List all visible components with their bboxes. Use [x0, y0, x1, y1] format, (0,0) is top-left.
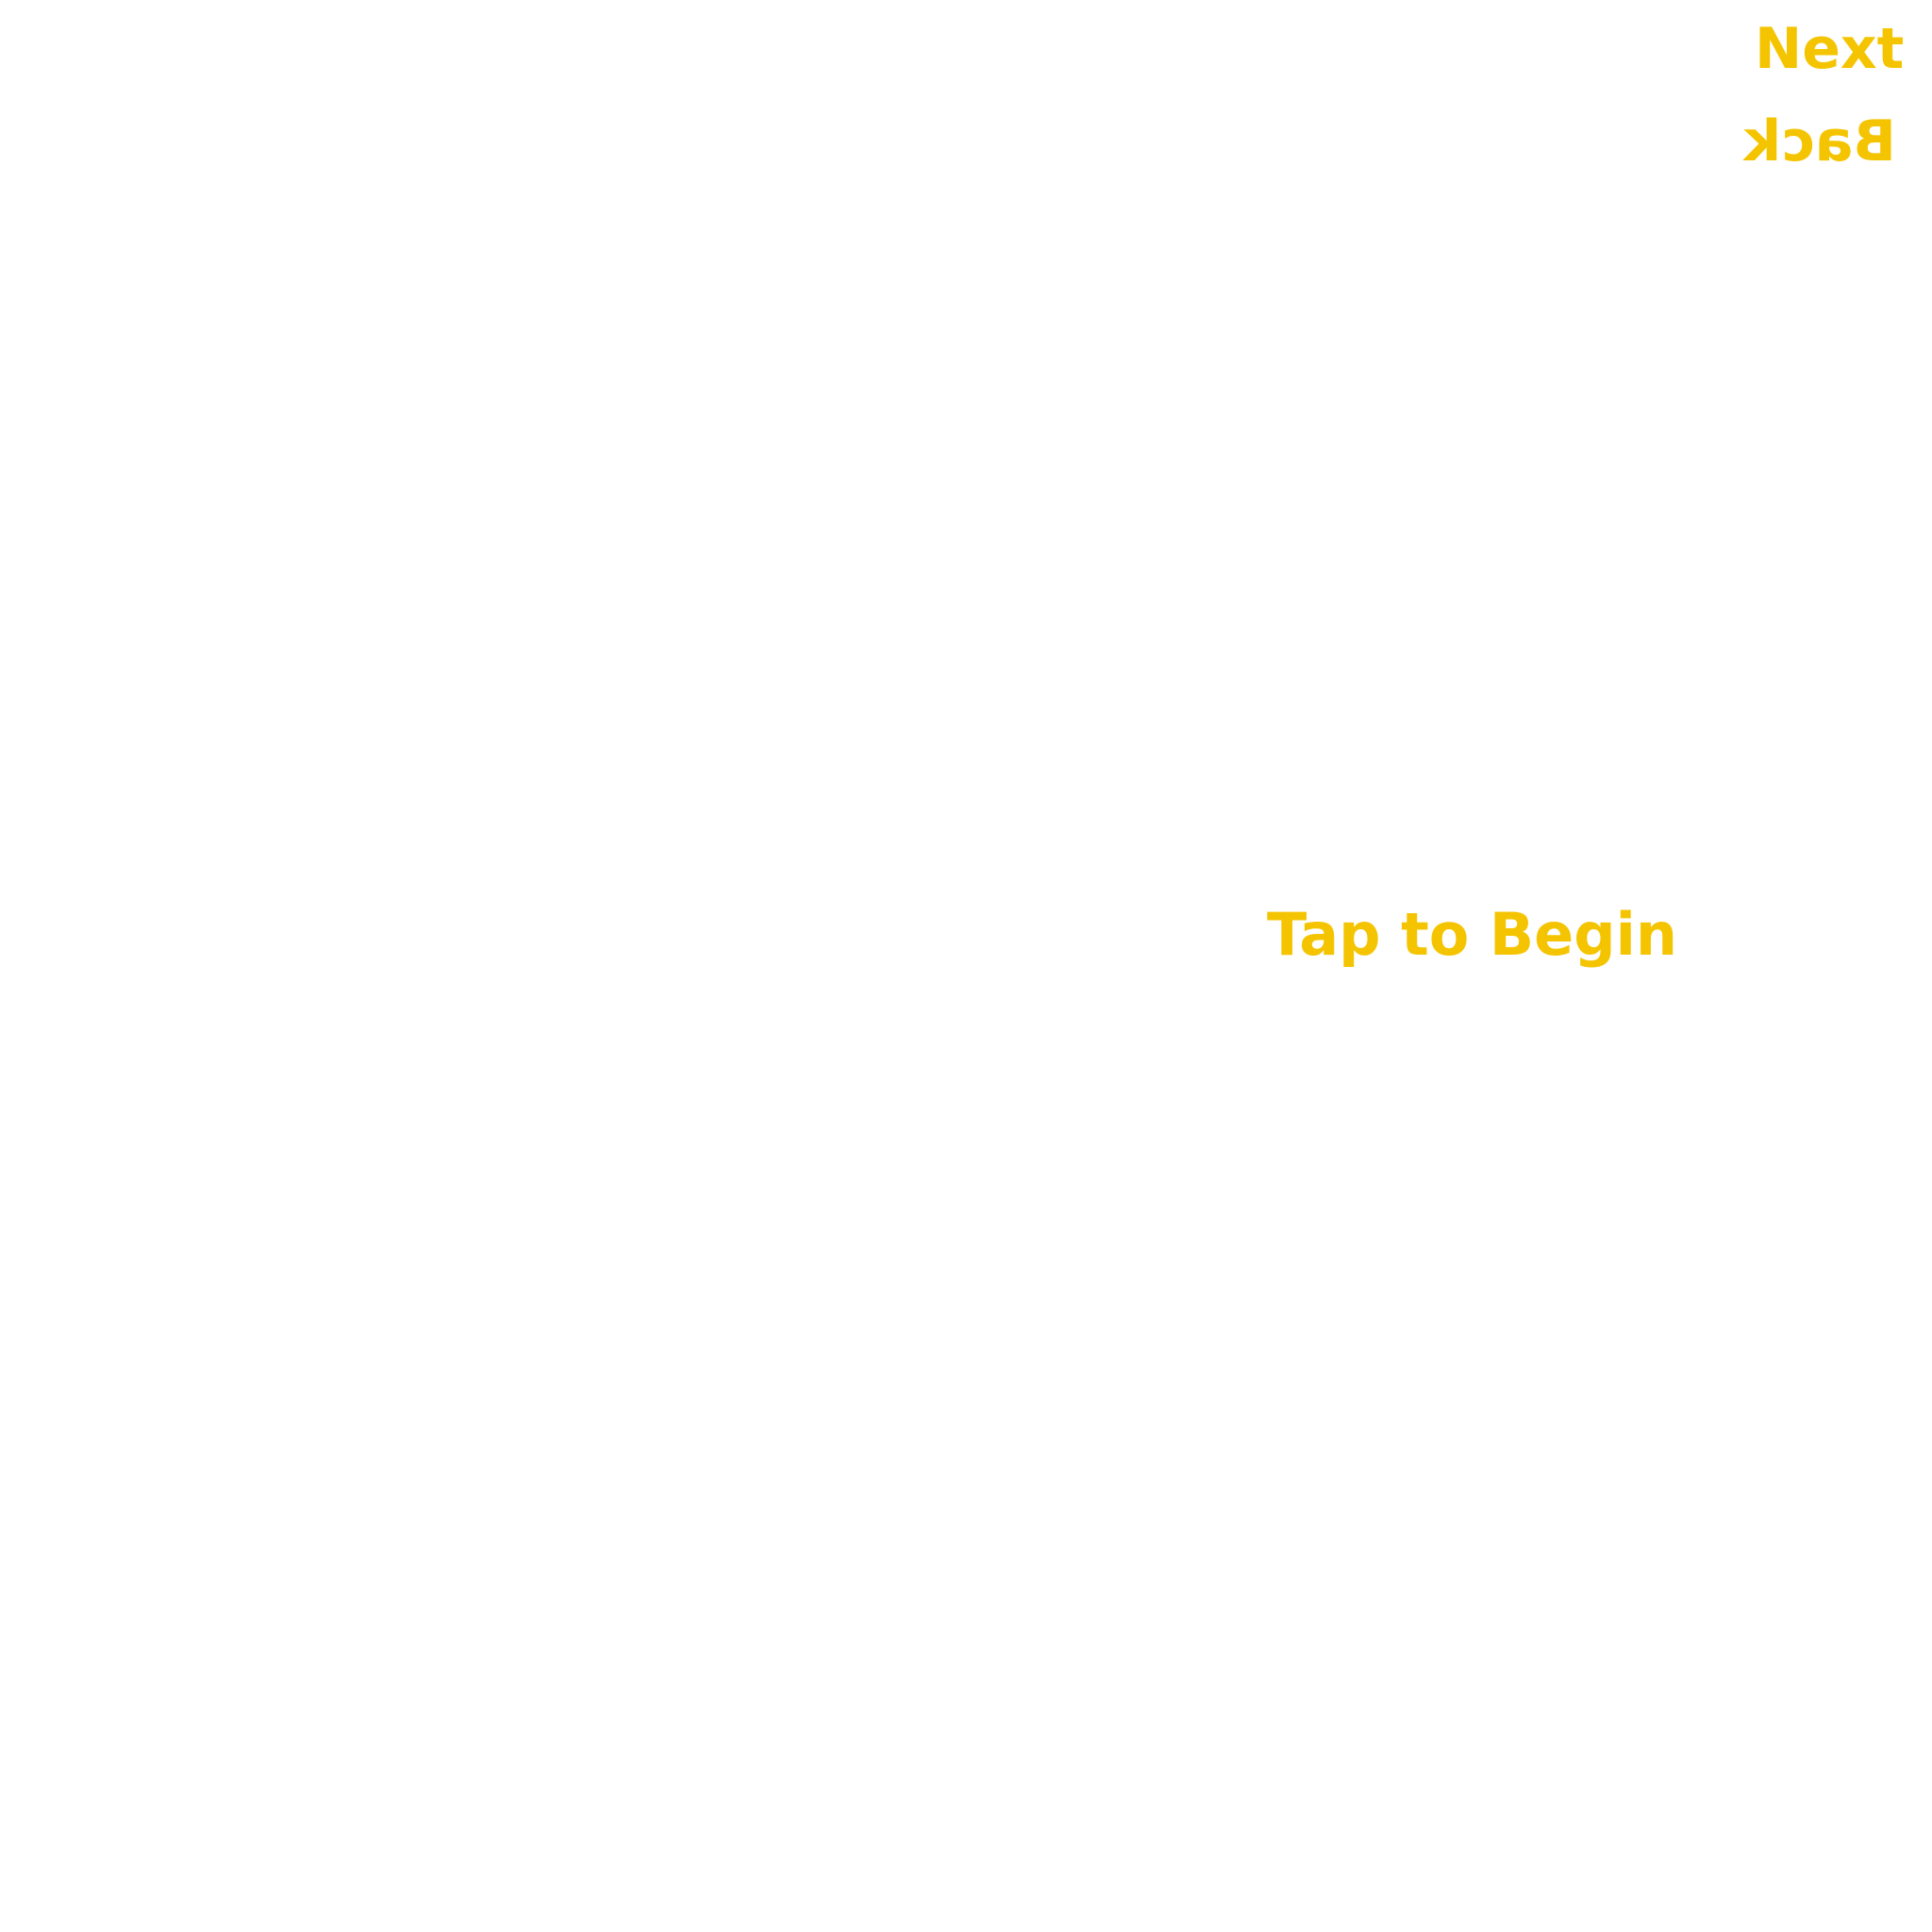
next-button[interactable]: Next	[1755, 16, 1905, 82]
tap-to-begin-button[interactable]: Tap to Begin	[1267, 900, 1677, 969]
back-button[interactable]: Back	[1743, 108, 1896, 175]
